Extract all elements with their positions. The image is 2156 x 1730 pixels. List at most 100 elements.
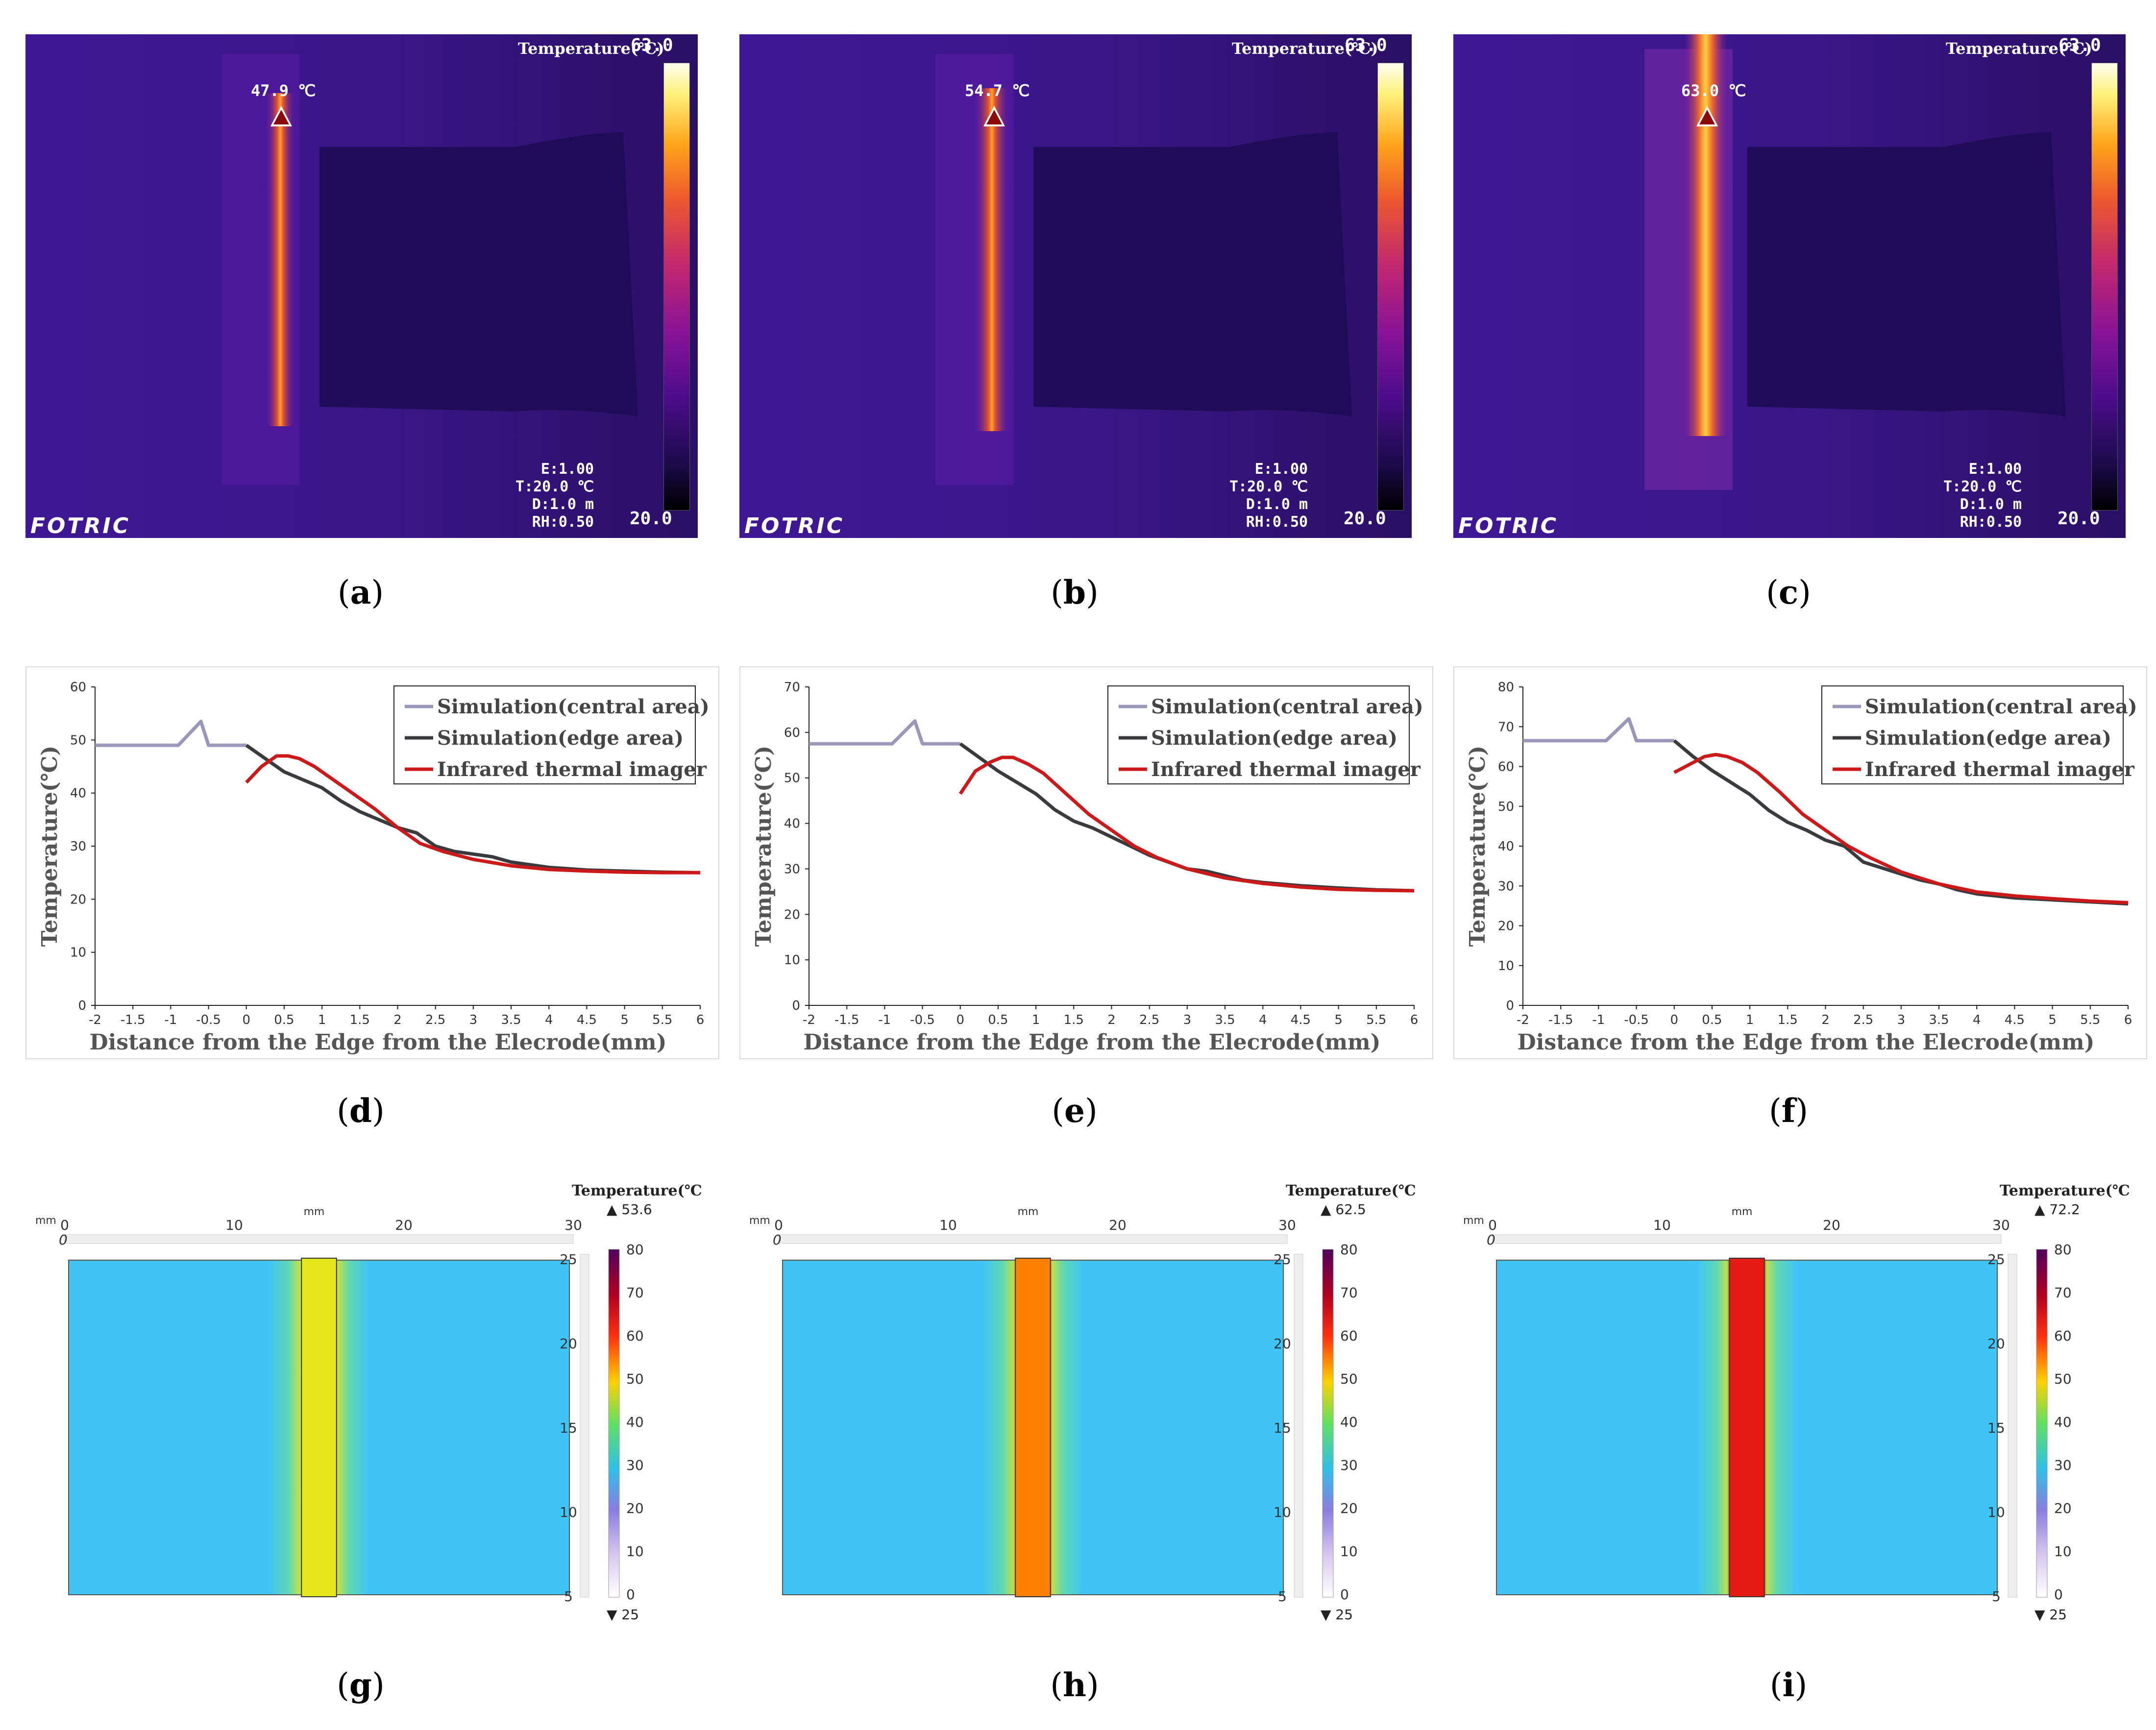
- x-tick-label: 1: [1746, 1013, 1754, 1027]
- colorbar-tick-label: 80: [2054, 1242, 2072, 1258]
- x-tick-label: -2: [1517, 1013, 1529, 1027]
- legend-label-2: Infrared thermal imager: [1151, 758, 1421, 781]
- series-line-0: [95, 719, 246, 747]
- caption-i: (i): [1769, 1666, 1808, 1704]
- legend-label-0: Simulation(central area): [1865, 695, 2137, 718]
- x-tick-label: 1: [1032, 1013, 1040, 1027]
- x-ruler-label: 30: [1278, 1217, 1296, 1233]
- x-tick-label: -0.5: [910, 1013, 935, 1027]
- x-tick-label: 3.5: [1929, 1013, 1949, 1027]
- hotspot-marker-icon: [1696, 106, 1718, 126]
- y-ruler-unit: mm: [1463, 1215, 1484, 1227]
- colorbar-tick-label: 30: [626, 1457, 644, 1473]
- y-ruler: [2008, 1254, 2017, 1598]
- legend-label-0: Simulation(central area): [437, 695, 710, 718]
- temperature-colorbar: [608, 1249, 620, 1598]
- x-ruler-unit: mm: [1732, 1206, 1753, 1218]
- x-tick-label: -0.5: [196, 1013, 221, 1027]
- hotspot-reading: 47.9 ℃: [251, 81, 316, 100]
- x-tick-label: 2: [393, 1013, 402, 1027]
- hotspot-reading: 54.7 ℃: [965, 81, 1030, 100]
- y-tick-label: 10: [784, 953, 800, 968]
- colorbar-min: 20.0: [630, 509, 672, 529]
- thermal-background: [1453, 34, 2126, 538]
- x-tick-label: 0.5: [1702, 1013, 1722, 1027]
- y-tick-label: 20: [70, 892, 86, 907]
- x-tick-label: -1: [1592, 1013, 1605, 1027]
- x-tick-label: 5.5: [1366, 1013, 1386, 1027]
- x-tick-label: 6: [1410, 1013, 1419, 1027]
- colorbar-tick-label: 0: [1340, 1586, 1349, 1603]
- colorbar-max: 63.0: [631, 35, 673, 55]
- param-emissivity: E:1.00: [1968, 461, 2022, 478]
- y-tick-label: 20: [1498, 919, 1514, 934]
- colorbar-tick-label: 20: [2054, 1500, 2072, 1516]
- origin-label: 0: [1487, 1232, 1495, 1248]
- y-ruler-label: 15: [1274, 1420, 1291, 1436]
- x-ruler-unit: mm: [1018, 1206, 1039, 1218]
- x-tick-label: 3.5: [1215, 1013, 1235, 1027]
- x-tick-label: 1.5: [1064, 1013, 1084, 1027]
- colorbar-min-label: ▼ 25: [607, 1607, 639, 1622]
- y-tick-label: 50: [1498, 800, 1514, 814]
- thermal-colorbar: [1377, 63, 1404, 511]
- legend-box: [1107, 685, 1410, 784]
- colorbar-tick-label: 60: [626, 1328, 644, 1344]
- y-tick-label: 0: [78, 999, 86, 1013]
- chart-f: 0 10 20 30 40 50 60 70 80 -2 -1.5 -1 -0.5 0 0.5 1 1.5 2 2.…: [1453, 666, 2147, 1059]
- chart-d-svg: 0 10 20 30 40 50 60 -2 -1.5 -1 -0.5 0 0.5 1 1.5 2 2.5 3 3.…: [37, 680, 710, 1055]
- x-tick-label: 3: [469, 1013, 478, 1027]
- x-ruler-label: 20: [395, 1217, 413, 1233]
- colorbar-tick-label: 60: [1340, 1328, 1358, 1344]
- y-tick-label: 80: [1498, 680, 1514, 695]
- x-tick-label: 2: [1821, 1013, 1830, 1027]
- x-tick-label: 1: [318, 1013, 326, 1027]
- x-tick-label: -1: [878, 1013, 891, 1027]
- colorbar-max: 63.0: [1345, 35, 1387, 55]
- caption-a: (a): [337, 573, 384, 611]
- param-distance: D:1.0 m: [1246, 496, 1308, 513]
- thermal-colorbar: [2091, 63, 2118, 511]
- colorbar-tick-label: 40: [626, 1414, 644, 1430]
- y-ruler-label: 25: [560, 1251, 577, 1267]
- colorbar-title: Temperature(℃): [2000, 1182, 2130, 1199]
- x-tick-label: 3: [1897, 1013, 1906, 1027]
- colorbar-min: 20.0: [2058, 509, 2100, 529]
- thermal-background: [739, 34, 1412, 538]
- colorbar-tick-label: 20: [626, 1500, 644, 1516]
- colorbar-title: Temperature(℃): [1946, 39, 2092, 58]
- y-ruler-unit: mm: [35, 1215, 56, 1227]
- thermal-image-a: Temperature(℃) 63.0 20.0 47.9 ℃ E:1.00 T…: [25, 34, 698, 538]
- origin-label: 0: [773, 1232, 782, 1248]
- y-tick-label: 60: [70, 680, 86, 695]
- x-tick-label: 4.5: [577, 1013, 597, 1027]
- x-ruler-label: 20: [1823, 1217, 1840, 1233]
- colorbar-tick-label: 60: [2054, 1328, 2072, 1344]
- param-temperature: T:20.0 ℃: [515, 478, 594, 495]
- colorbar-tick-label: 10: [2054, 1543, 2072, 1559]
- legend-box: [1821, 685, 2124, 784]
- x-axis-label: Distance from the Edge from the Elecrode…: [1518, 1030, 2095, 1055]
- y-ruler-label: 10: [1274, 1504, 1291, 1520]
- chart-f-svg: 0 10 20 30 40 50 60 70 80 -2 -1.5 -1 -0.5 0 0.5 1 1.5 2 2.…: [1465, 680, 2137, 1055]
- x-tick-label: 3.5: [501, 1013, 521, 1027]
- y-tick-label: 10: [1498, 959, 1514, 974]
- param-emissivity: E:1.00: [1254, 461, 1308, 478]
- chart-d: 0 10 20 30 40 50 60 -2 -1.5 -1 -0.5 0 0.5 1 1.5 2 2.5 3 3.…: [25, 666, 719, 1059]
- param-temperature: T:20.0 ℃: [1943, 478, 2022, 495]
- y-tick-label: 0: [792, 999, 800, 1013]
- param-distance: D:1.0 m: [532, 496, 594, 513]
- x-tick-label: 6: [696, 1013, 705, 1027]
- colorbar-tick-label: 40: [2054, 1414, 2072, 1430]
- legend-label-1: Simulation(edge area): [437, 727, 684, 750]
- temperature-colorbar: [1322, 1249, 1334, 1598]
- x-tick-label: 3: [1183, 1013, 1192, 1027]
- chart-e-svg: 0 10 20 30 40 50 60 70 -2 -1.5 -1 -0.5 0 0.5 1 1.5 2 2.5 3…: [751, 680, 1423, 1055]
- thermal-background: [25, 34, 698, 538]
- colorbar-tick-label: 80: [626, 1242, 644, 1258]
- legend-box: [393, 685, 696, 784]
- legend-label-1: Simulation(edge area): [1151, 727, 1397, 750]
- y-tick-label: 0: [1506, 999, 1514, 1013]
- y-ruler-label: 25: [1987, 1251, 2005, 1267]
- series-line-0: [1523, 717, 1674, 743]
